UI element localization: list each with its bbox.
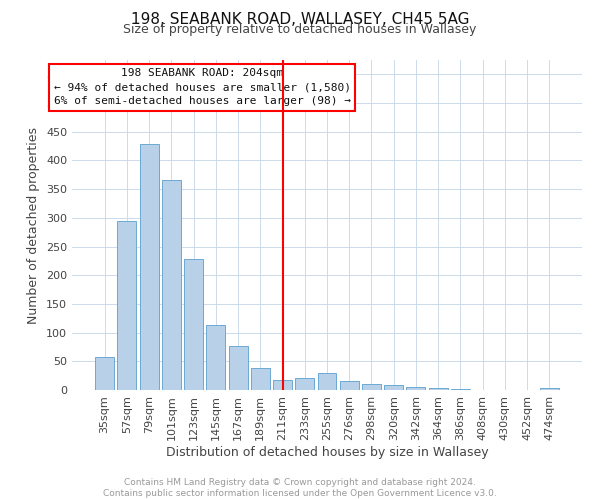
Y-axis label: Number of detached properties: Number of detached properties xyxy=(28,126,40,324)
Bar xyxy=(406,387,425,390)
Text: Size of property relative to detached houses in Wallasey: Size of property relative to detached ho… xyxy=(124,22,476,36)
Bar xyxy=(162,180,181,390)
Bar xyxy=(206,325,225,390)
Bar xyxy=(451,389,470,390)
Bar xyxy=(251,368,270,390)
Bar xyxy=(317,374,337,390)
Bar xyxy=(95,358,114,390)
Bar xyxy=(340,381,359,390)
Bar xyxy=(273,380,292,390)
Bar xyxy=(295,378,314,390)
Bar xyxy=(118,222,136,390)
Bar xyxy=(429,388,448,390)
X-axis label: Distribution of detached houses by size in Wallasey: Distribution of detached houses by size … xyxy=(166,446,488,458)
Text: 198, SEABANK ROAD, WALLASEY, CH45 5AG: 198, SEABANK ROAD, WALLASEY, CH45 5AG xyxy=(131,12,469,26)
Bar xyxy=(362,384,381,390)
Bar xyxy=(384,386,403,390)
Bar xyxy=(540,388,559,390)
Bar xyxy=(184,259,203,390)
Bar xyxy=(229,346,248,390)
Text: 198 SEABANK ROAD: 204sqm
← 94% of detached houses are smaller (1,580)
6% of semi: 198 SEABANK ROAD: 204sqm ← 94% of detach… xyxy=(53,68,350,106)
Bar xyxy=(140,144,158,390)
Text: Contains HM Land Registry data © Crown copyright and database right 2024.
Contai: Contains HM Land Registry data © Crown c… xyxy=(103,478,497,498)
